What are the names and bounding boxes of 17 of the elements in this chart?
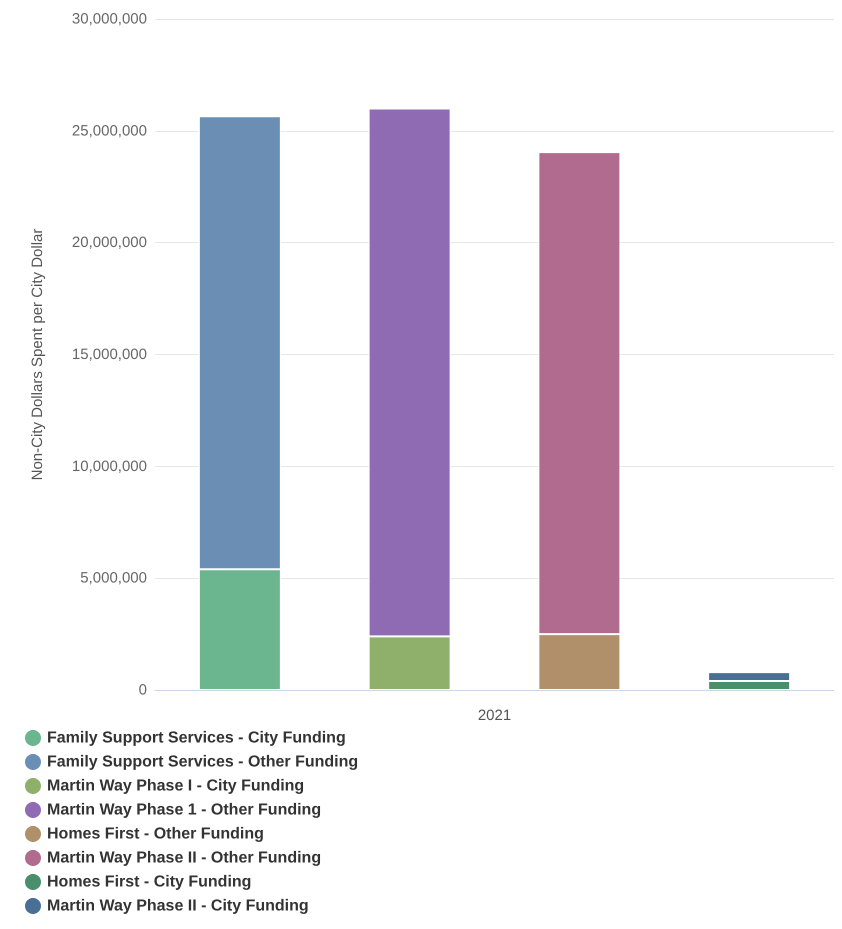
x-axis-title: 2021 [478,707,512,724]
y-tick-label: 20,000,000 [72,234,147,252]
y-tick-label: 5,000,000 [80,570,147,587]
y-tick-label: 0 [138,682,147,698]
legend-label: Homes First - Other Funding [47,826,264,842]
y-tick-label: 15,000,000 [72,346,147,363]
y-tick-label: 10,000,000 [72,458,147,475]
legend-label: Martin Way Phase 1 - Other Funding [47,802,322,818]
y-axis-title: Non-City Dollars Spent per City Dollar [29,228,46,480]
legend-label: Homes First - City Funding [47,874,252,890]
legend-label: Family Support Services - City Funding [47,730,346,746]
legend-label: Martin Way Phase II - City Funding [47,898,309,914]
y-tick-label: 30,000,000 [72,10,147,28]
legend-label: Family Support Services - Other Funding [47,754,358,770]
legend-label: Martin Way Phase II - Other Funding [47,850,322,866]
legend-label: Martin Way Phase I - City Funding [47,778,304,794]
y-tick-label: 25,000,000 [72,122,147,140]
